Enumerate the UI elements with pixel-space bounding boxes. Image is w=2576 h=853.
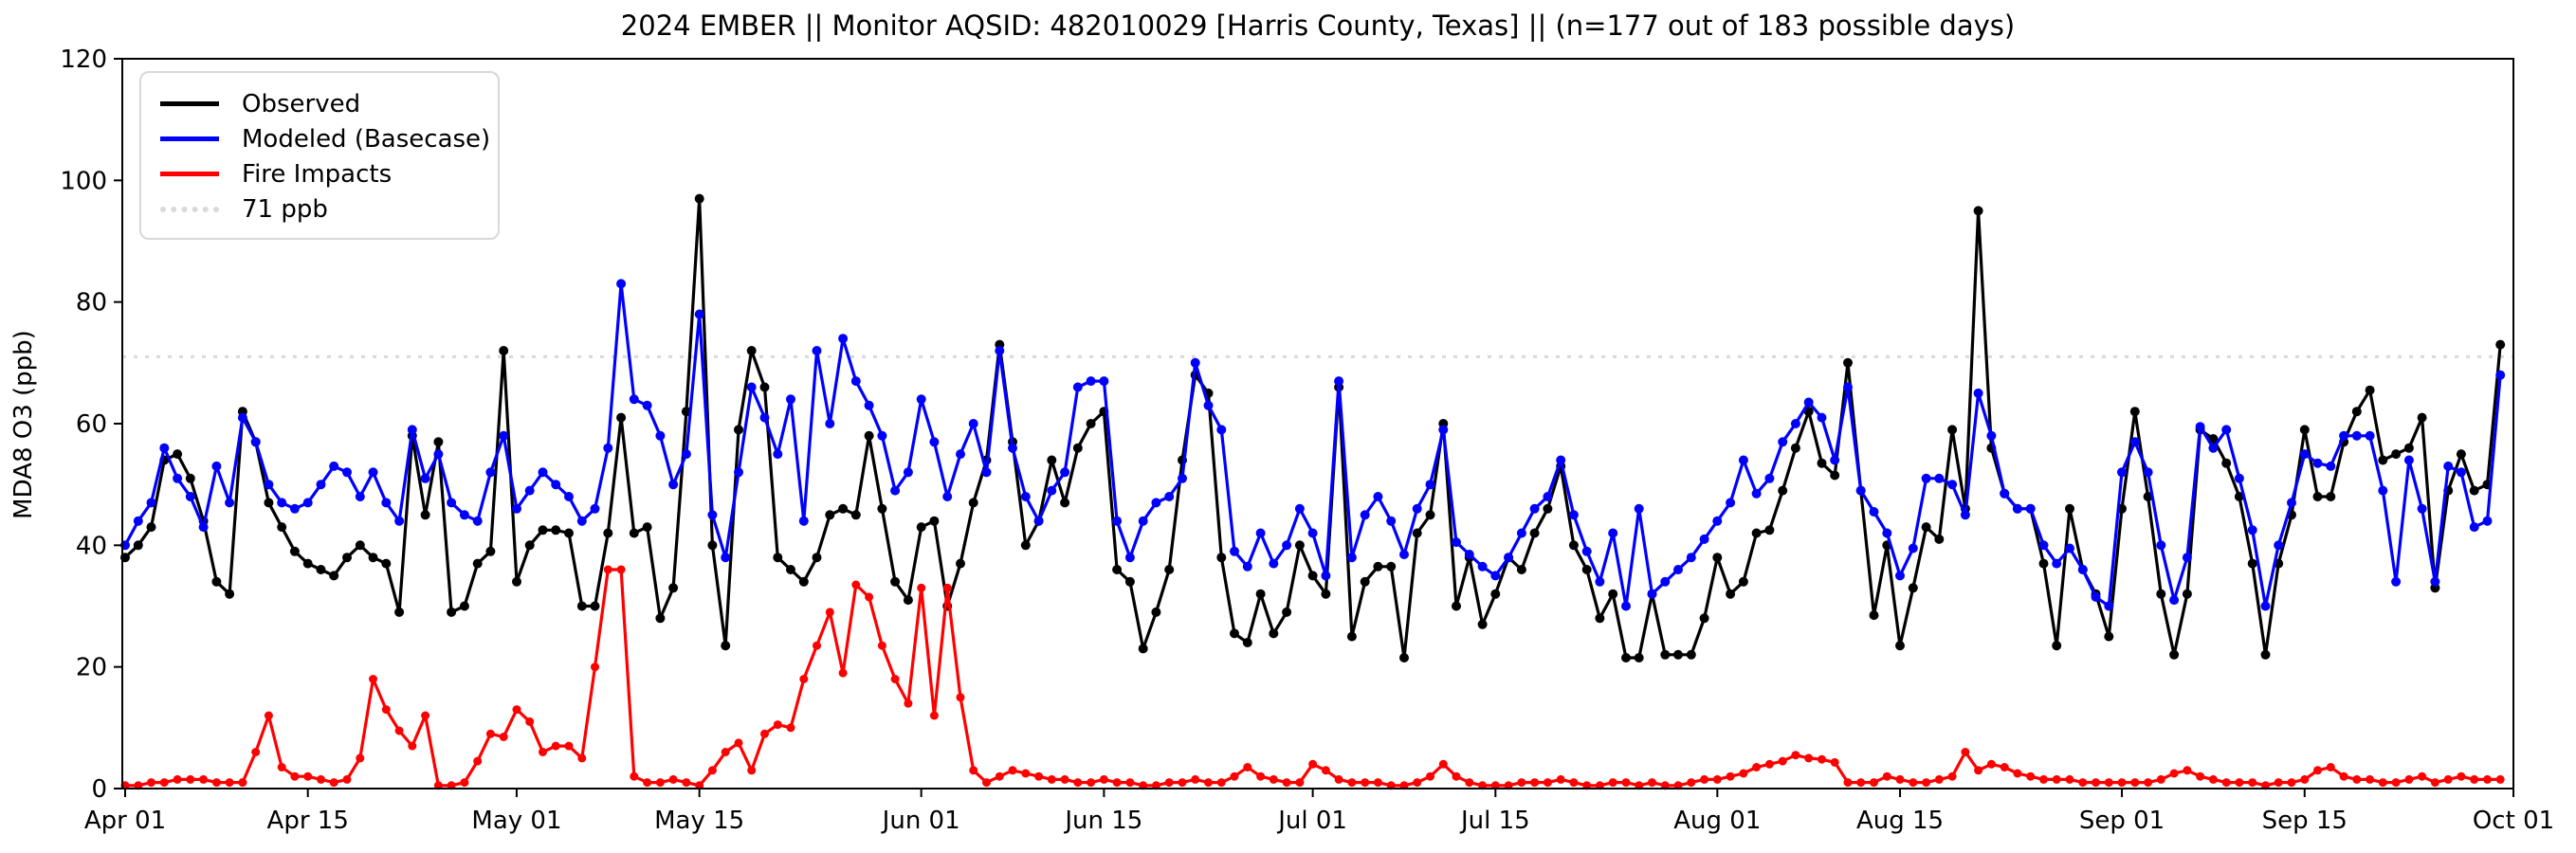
y-tick-label: 60 [76,410,107,439]
legend-swatch-2 [160,172,219,176]
legend-item-2: Fire Impacts [160,156,479,191]
x-tick-label: Aug 15 [1856,807,1944,835]
x-tick-label: Apr 15 [267,807,349,835]
series-line-2 [123,568,2502,788]
legend-swatch-0 [160,101,219,106]
chart-title: 2024 EMBER || Monitor AQSID: 482010029 [… [620,9,2016,42]
legend-swatch-3 [160,206,219,212]
x-tick-label: Jun 15 [1063,807,1142,835]
series-line-1 [123,281,2502,608]
x-tick-label: Sep 15 [2262,807,2348,835]
y-tick-label: 20 [76,654,107,682]
legend-item-3: 71 ppb [160,191,479,227]
legend-item-1: Modeled (Basecase) [160,121,490,156]
y-tick-label: 0 [91,775,107,804]
legend-label-3: 71 ppb [242,194,328,224]
y-axis-label: MDA8 O3 (ppb) [9,330,38,519]
x-tick-label: Oct 01 [2473,807,2554,835]
legend-label-1: Modeled (Basecase) [242,124,491,154]
legend-label-2: Fire Impacts [242,159,393,189]
legend-label-0: Observed [242,89,361,118]
x-tick-label: May 01 [471,807,561,835]
x-tick-label: May 15 [654,807,744,835]
legend: Observed Modeled (Basecase) Fire Impacts 71… [139,71,500,240]
x-tick-label: Jul 01 [1276,807,1347,835]
x-tick-label: Sep 01 [2079,807,2165,835]
x-tick-label: Jun 01 [881,807,960,835]
y-tick-label: 100 [60,167,107,195]
legend-item-0: Observed [160,86,479,121]
x-tick-label: Jul 15 [1459,807,1530,835]
y-tick-label: 80 [76,289,107,318]
legend-swatch-1 [160,136,219,141]
x-tick-label: Aug 01 [1673,807,1761,835]
y-tick-label: 40 [76,532,107,560]
x-tick-label: Apr 01 [84,807,166,835]
series-line-0 [123,197,2502,660]
y-tick-label: 120 [60,45,107,74]
